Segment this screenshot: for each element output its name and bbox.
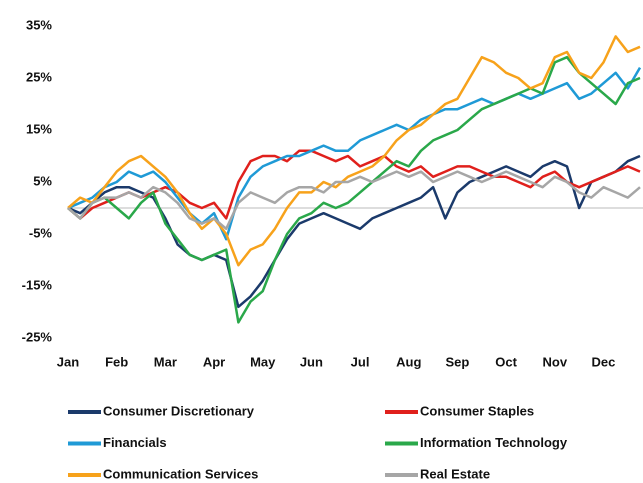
series-line — [67, 35, 641, 267]
legend-label: Information Technology — [420, 435, 568, 450]
x-tick-label: Jul — [351, 354, 370, 369]
x-tick-label: Feb — [105, 354, 128, 369]
x-tick-label: May — [250, 354, 276, 369]
legend-label: Consumer Staples — [420, 403, 534, 418]
x-tick-label: Sep — [446, 354, 470, 369]
series-line — [67, 154, 641, 309]
legend-label: Communication Services — [103, 466, 258, 481]
y-tick-label: -5% — [29, 225, 53, 240]
series-line — [67, 170, 641, 231]
legend-label: Financials — [103, 435, 167, 450]
y-tick-label: 25% — [26, 69, 52, 84]
series-line — [67, 66, 642, 241]
y-tick-label: 5% — [33, 173, 52, 188]
series-line — [67, 149, 641, 220]
legend-label: Consumer Discretionary — [103, 403, 255, 418]
x-tick-label: Apr — [203, 354, 225, 369]
x-tick-label: Jan — [57, 354, 79, 369]
y-tick-label: 35% — [26, 17, 52, 32]
legend-label: Real Estate — [420, 466, 490, 481]
y-tick-label: -15% — [22, 277, 53, 292]
x-tick-label: Jun — [300, 354, 323, 369]
x-tick-label: Oct — [495, 354, 517, 369]
series-line — [67, 55, 641, 324]
x-tick-label: Dec — [592, 354, 616, 369]
x-tick-label: Nov — [543, 354, 568, 369]
x-tick-label: Aug — [396, 354, 421, 369]
y-tick-label: 15% — [26, 121, 52, 136]
x-tick-label: Mar — [154, 354, 177, 369]
y-tick-label: -25% — [22, 329, 53, 344]
